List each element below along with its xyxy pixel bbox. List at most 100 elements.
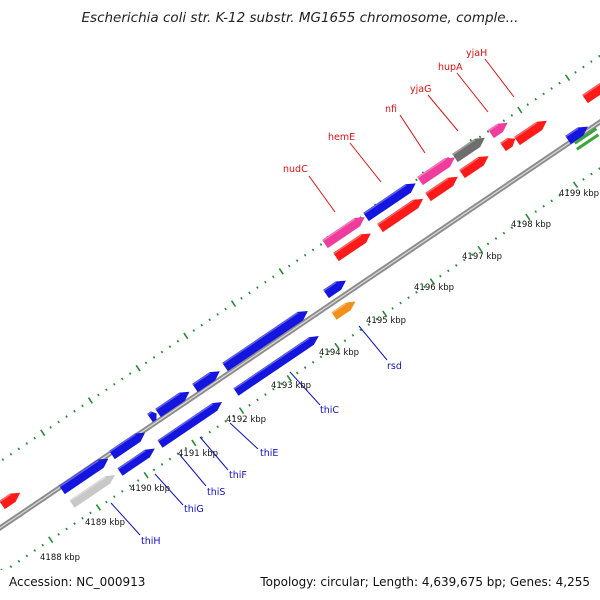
minor-tick: [168, 457, 172, 461]
gene-thiE-thiC: [233, 336, 319, 396]
gene-left-red-highlight: [0, 493, 11, 503]
gene-thi-row1-a: [59, 458, 109, 495]
minor-tick: [550, 199, 553, 203]
minor-tick: [17, 447, 21, 451]
minor-tick: [272, 275, 275, 279]
minor-tick: [113, 495, 116, 499]
minor-tick: [1, 458, 5, 461]
minor-tick: [280, 382, 283, 386]
gene-row2-b-highlight: [377, 200, 414, 226]
minor-tick: [112, 382, 116, 386]
minor-tick: [136, 479, 140, 482]
minor-tick: [295, 259, 299, 262]
minor-tick: [264, 280, 267, 284]
minor-tick: [486, 242, 490, 246]
major-tick: [382, 310, 388, 318]
gene-edge-right: [582, 83, 600, 104]
minor-tick: [256, 286, 259, 289]
minor-tick: [407, 296, 410, 300]
minor-tick: [582, 177, 585, 181]
minor-tick: [311, 360, 315, 364]
minor-tick: [25, 554, 29, 558]
minor-tick: [248, 291, 251, 295]
gene-row2-d: [459, 156, 489, 179]
minor-tick: [208, 430, 212, 434]
minor-tick: [494, 237, 498, 240]
minor-tick: [160, 463, 164, 466]
major-tick: [286, 375, 292, 382]
gene-nudC: [322, 217, 365, 249]
minor-tick: [105, 388, 108, 392]
tick-labels: 4188 kbp 4189 kbp 4190 kbp 4191 kbp 4192…: [40, 189, 599, 563]
minor-tick: [65, 415, 68, 418]
minor-tick: [33, 549, 37, 552]
gene-rsd: [331, 301, 356, 320]
minor-tick: [81, 404, 84, 408]
minor-tick: [17, 559, 21, 563]
gene-hemE: [363, 183, 416, 222]
minor-tick: [57, 532, 60, 536]
minor-tick: [359, 328, 363, 332]
minor-tick: [224, 420, 227, 423]
minor-tick: [510, 226, 514, 230]
minor-tick: [510, 114, 514, 117]
gene-thi-row1-b-highlight: [109, 433, 136, 453]
gene-yjaH-neighbour-highlight: [514, 122, 538, 139]
tick-label: 4191 kbp: [178, 449, 218, 459]
minor-tick: [502, 119, 506, 123]
callout-thiE: [229, 422, 259, 450]
tick-label: 4195 kbp: [366, 316, 406, 326]
gene-thiG-highlight: [117, 450, 146, 470]
minor-tick: [152, 468, 156, 472]
minor-tick: [9, 565, 13, 568]
callout-thiC: [289, 371, 321, 406]
callout-thiS: [179, 454, 207, 487]
gene-label-hupA: hupA: [438, 62, 463, 73]
gene-label-thiC: thiC: [320, 405, 339, 416]
callout-nfi: [399, 114, 426, 154]
minor-tick: [160, 350, 164, 354]
tick-label: 4198 kbp: [511, 220, 551, 230]
topology-summary: Topology: circular; Length: 4,639,675 bp…: [260, 575, 590, 589]
major-tick: [183, 332, 189, 340]
minor-tick: [550, 87, 553, 90]
gene-right-blue-highlight: [565, 127, 579, 138]
minor-tick: [65, 527, 68, 531]
minor-tick: [128, 372, 132, 375]
minor-tick: [256, 398, 259, 402]
callout-lines: [110, 58, 515, 536]
minor-tick: [41, 543, 45, 547]
minor-tick: [208, 318, 211, 322]
minor-tick: [367, 323, 371, 326]
minor-tick: [558, 81, 561, 85]
upper-tick-track: [1, 54, 600, 461]
lower-tick-track: [0, 167, 600, 570]
minor-tick: [240, 296, 243, 300]
gene-right-green-a: [574, 127, 598, 145]
gene-thiG: [117, 448, 155, 476]
minor-tick: [25, 442, 29, 445]
gene-thiE-thiC-highlight: [233, 337, 310, 390]
gene-right-blue: [565, 126, 588, 145]
major-tick: [572, 181, 579, 189]
gene-thi-row1-d-highlight: [155, 392, 181, 411]
minor-tick: [462, 258, 466, 262]
major-tick: [477, 245, 483, 253]
gene-yjaH-neighbour: [514, 120, 547, 146]
minor-tick: [534, 97, 537, 101]
minor-tick: [566, 188, 569, 192]
gene-thi-row1-b: [109, 432, 146, 460]
minor-tick: [89, 511, 92, 515]
minor-tick: [470, 253, 474, 257]
minor-tick: [128, 484, 132, 488]
gene-thi-row2-gray: [69, 474, 116, 508]
gene-label-thiS: thiS: [207, 487, 225, 498]
minor-tick: [590, 172, 593, 176]
gene-thi-row1-c-highlight: [147, 411, 152, 416]
gene-thi-row1-e-highlight: [192, 372, 211, 386]
major-tick: [230, 300, 237, 307]
minor-tick: [423, 285, 426, 289]
minor-tick: [57, 420, 60, 424]
gene-thi-row1-f: [222, 311, 308, 372]
